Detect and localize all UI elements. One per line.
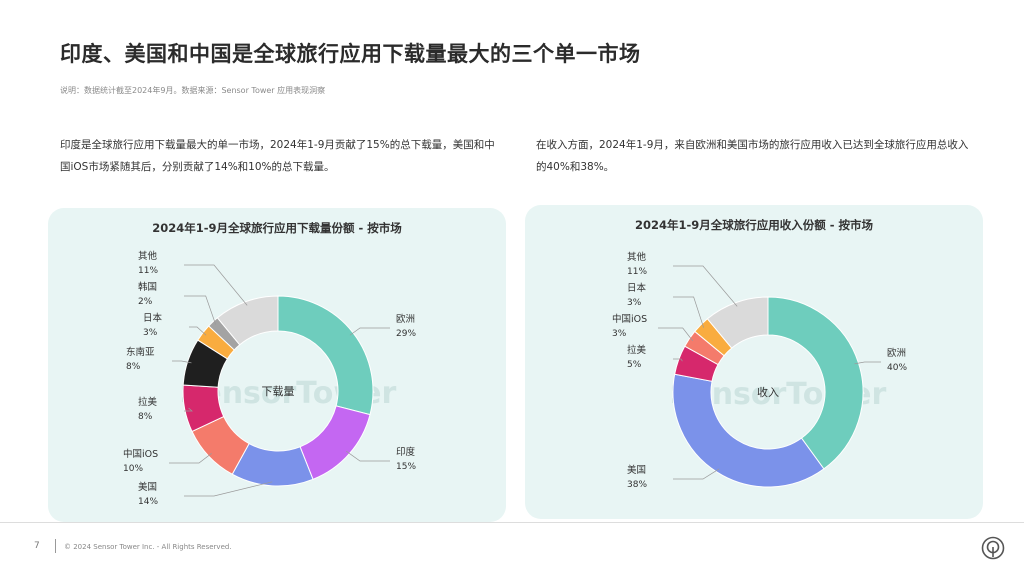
slice-label-other: 其他 xyxy=(627,251,647,263)
leader-line xyxy=(673,358,683,362)
leader-line xyxy=(172,360,192,364)
donut-slice-other xyxy=(706,296,769,349)
leader-line xyxy=(346,450,390,462)
downloads-chart-panel: 2024年1-9月全球旅行应用下载量份额 - 按市场 SensorTower 欧洲… xyxy=(48,208,506,522)
copyright-text: © 2024 Sensor Tower Inc. - All Rights Re… xyxy=(64,543,232,551)
slice-value-china-ios: 3% xyxy=(612,329,627,339)
slice-label-usa: 美国 xyxy=(627,464,646,476)
slice-value-sea: 8% xyxy=(126,362,141,372)
slice-value-latam: 8% xyxy=(138,412,153,422)
slice-label-japan: 日本 xyxy=(627,282,647,294)
slice-value-usa: 14% xyxy=(138,497,158,507)
source-note: 说明：数据统计截至2024年9月。数据来源：Sensor Tower 应用表现洞… xyxy=(60,86,326,95)
slice-label-japan: 日本 xyxy=(143,312,163,324)
paragraph-downloads: 印度是全球旅行应用下载量最大的单一市场，2024年1-9月贡献了15%的总下载量… xyxy=(60,139,495,173)
leader-line xyxy=(349,327,390,336)
leader-line xyxy=(673,265,738,307)
downloads-donut-chart: SensorTower欧洲29%印度15%美国14%中国iOS10%拉美8%东南… xyxy=(123,250,416,507)
slice-value-japan: 3% xyxy=(627,298,642,308)
donut-slice-other xyxy=(216,295,279,346)
slice-label-india: 印度 xyxy=(396,446,416,458)
slice-value-latam: 5% xyxy=(627,360,642,370)
slice-value-other: 11% xyxy=(138,266,158,276)
paragraph-revenue: 在收入方面，2024年1-9月，来自欧洲和美国市场的旅行应用收入已达到全球旅行应… xyxy=(536,139,969,173)
leader-line xyxy=(169,453,212,464)
sensor-tower-logo-icon xyxy=(981,536,1005,560)
leader-line xyxy=(658,327,694,342)
page-title: 印度、美国和中国是全球旅行应用下载量最大的三个单一市场 xyxy=(60,42,641,66)
slice-label-china-ios: 中国iOS xyxy=(612,313,647,325)
slice-value-india: 15% xyxy=(396,462,416,472)
leader-line xyxy=(184,407,193,412)
slice-label-latam: 拉美 xyxy=(138,396,158,408)
donut-slice-europe xyxy=(767,296,864,470)
donut-slice-india xyxy=(299,405,371,480)
slice-label-other: 其他 xyxy=(138,250,158,262)
leader-line xyxy=(184,295,217,325)
donut-center-label: 收入 xyxy=(757,385,779,399)
donut-slice-europe xyxy=(277,295,374,416)
leader-line xyxy=(854,361,881,365)
leader-line xyxy=(189,326,207,336)
downloads-chart-title: 2024年1-9月全球旅行应用下载量份额 - 按市场 xyxy=(152,221,402,235)
slice-value-europe: 29% xyxy=(396,329,416,339)
donut-slice-usa xyxy=(672,373,825,488)
donut-center-label: 下载量 xyxy=(262,385,295,398)
slice-label-korea: 韩国 xyxy=(138,281,157,293)
slice-value-europe: 40% xyxy=(887,363,907,373)
slice-value-other: 11% xyxy=(627,267,647,277)
slice-value-korea: 2% xyxy=(138,297,153,307)
leader-line xyxy=(184,481,273,497)
slice-label-sea: 东南亚 xyxy=(126,346,155,358)
revenue-donut-chart: SensorTower欧洲40%美国38%拉美5%中国iOS3%日本3%其他11… xyxy=(612,251,907,490)
slice-label-latam: 拉美 xyxy=(627,344,647,356)
slice-value-china-ios: 10% xyxy=(123,464,143,474)
revenue-chart-panel: 2024年1-9月全球旅行应用收入份额 - 按市场 SensorTower 欧洲 4… xyxy=(525,205,983,519)
leader-line xyxy=(673,296,704,328)
slice-label-usa: 美国 xyxy=(138,481,157,493)
leader-line xyxy=(673,468,720,480)
slice-label-china-ios: 中国iOS xyxy=(123,448,158,460)
slice-label-europe: 欧洲 xyxy=(396,313,415,325)
slice-label-europe: 欧洲 xyxy=(887,347,906,359)
page-number: 7 xyxy=(34,541,40,551)
revenue-chart-title: 2024年1-9月全球旅行应用收入份额 - 按市场 xyxy=(634,218,874,232)
leader-line xyxy=(184,264,248,306)
footer-separator xyxy=(55,539,56,553)
slice-value-usa: 38% xyxy=(627,480,647,490)
slice-value-japan: 3% xyxy=(143,328,158,338)
footer-divider xyxy=(0,522,1024,523)
